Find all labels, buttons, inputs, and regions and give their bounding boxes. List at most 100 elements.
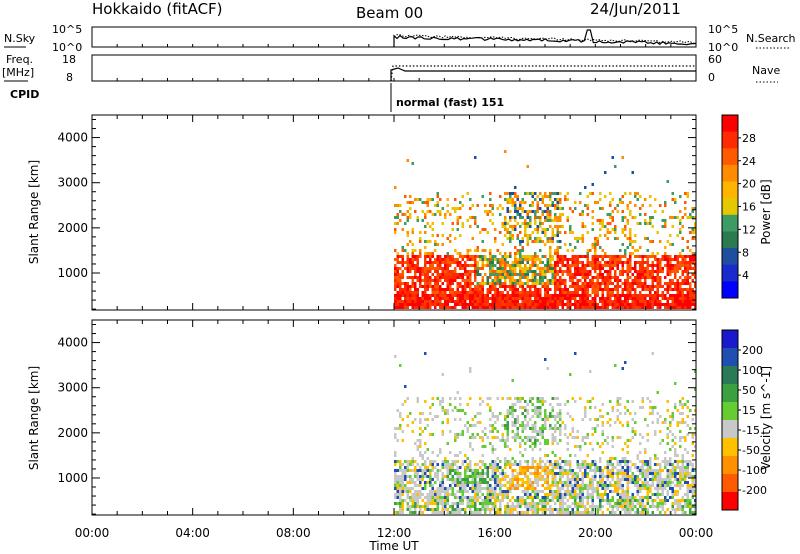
heatmap-cell xyxy=(464,472,467,475)
heatmap-cell xyxy=(606,478,609,481)
heatmap-cell xyxy=(406,303,409,306)
heatmap-cell xyxy=(456,300,459,303)
heatmap-cell xyxy=(436,472,439,475)
heatmap-cell xyxy=(401,472,404,475)
heatmap-cell xyxy=(509,285,512,288)
heatmap-cell xyxy=(666,258,669,261)
heatmap-cell xyxy=(509,300,512,303)
heatmap-cell xyxy=(551,439,554,442)
heatmap-cell xyxy=(646,487,649,490)
heatmap-cell xyxy=(641,475,644,478)
heatmap-cell xyxy=(559,490,562,493)
heatmap-cell xyxy=(469,207,472,210)
heatmap-cell xyxy=(591,279,594,282)
heatmap-cell xyxy=(636,502,639,505)
heatmap-cell xyxy=(456,466,459,469)
heatmap-cell xyxy=(404,222,407,225)
colorbar-swatch xyxy=(722,231,738,249)
heatmap-cell xyxy=(581,288,584,291)
heatmap-cell xyxy=(641,487,644,490)
heatmap-cell xyxy=(681,300,684,303)
heatmap-cell xyxy=(586,270,589,273)
heatmap-cell xyxy=(489,442,492,445)
heatmap-cell xyxy=(526,466,529,469)
heatmap-cell xyxy=(656,421,659,424)
heatmap-cell xyxy=(659,294,662,297)
heatmap-cell xyxy=(424,291,427,294)
heatmap-cell xyxy=(601,264,604,267)
heatmap-cell xyxy=(491,297,494,300)
heatmap-cell xyxy=(659,415,662,418)
heatmap-cell xyxy=(451,228,454,231)
heatmap-cell xyxy=(581,490,584,493)
heatmap-cell xyxy=(534,288,537,291)
heatmap-cell xyxy=(406,460,409,463)
heatmap-cell xyxy=(451,481,454,484)
heatmap-cell xyxy=(429,300,432,303)
heatmap-cell xyxy=(534,412,537,415)
heatmap-cell xyxy=(576,240,579,243)
heatmap-cell xyxy=(626,481,629,484)
heatmap-cell xyxy=(516,264,519,267)
heatmap-cell xyxy=(579,306,582,309)
heatmap-cell xyxy=(494,273,497,276)
heatmap-cell xyxy=(464,496,467,499)
heatmap-cell xyxy=(551,306,554,309)
heatmap-cell xyxy=(489,466,492,469)
heatmap-cell xyxy=(426,255,429,258)
heatmap-cell xyxy=(551,406,554,409)
heatmap-cell xyxy=(396,252,399,255)
heatmap-cell xyxy=(476,264,479,267)
heatmap-cell xyxy=(609,484,612,487)
heatmap-cell xyxy=(401,306,404,309)
heatmap-cell xyxy=(599,297,602,300)
heatmap-cell xyxy=(631,282,634,285)
heatmap-cell xyxy=(561,261,564,264)
heatmap-cell xyxy=(689,231,692,234)
heatmap-cell xyxy=(559,433,562,436)
heatmap-cell xyxy=(501,496,504,499)
heatmap-cell xyxy=(624,361,627,364)
heatmap-cell xyxy=(689,285,692,288)
heatmap-cell xyxy=(616,300,619,303)
heatmap-cell xyxy=(626,439,629,442)
heatmap-cell xyxy=(424,279,427,282)
heatmap-cell xyxy=(519,270,522,273)
heatmap-cell xyxy=(636,478,639,481)
heatmap-cell xyxy=(479,481,482,484)
heatmap-cell xyxy=(441,207,444,210)
heatmap-cell xyxy=(434,285,437,288)
heatmap-cell xyxy=(524,291,527,294)
heatmap-cell xyxy=(516,234,519,237)
heatmap-cell xyxy=(446,252,449,255)
heatmap-cell xyxy=(651,502,654,505)
heatmap-cell xyxy=(514,484,517,487)
heatmap-cell xyxy=(516,237,519,240)
heatmap-cell xyxy=(636,454,639,457)
heatmap-cell xyxy=(691,303,694,306)
heatmap-cell xyxy=(584,285,587,288)
heatmap-cell xyxy=(529,472,532,475)
heatmap-cell xyxy=(399,466,402,469)
heatmap-cell xyxy=(466,258,469,261)
heatmap-cell xyxy=(469,198,472,201)
heatmap-cell xyxy=(656,463,659,466)
heatmap-cell xyxy=(544,300,547,303)
heatmap-cell xyxy=(629,258,632,261)
heatmap-cell xyxy=(434,303,437,306)
heatmap-cell xyxy=(474,270,477,273)
heatmap-cell xyxy=(486,487,489,490)
heatmap-cell xyxy=(671,496,674,499)
heatmap-cell xyxy=(474,294,477,297)
heatmap-cell xyxy=(481,300,484,303)
heatmap-cell xyxy=(416,276,419,279)
heatmap-cell xyxy=(584,484,587,487)
heatmap-cell xyxy=(419,285,422,288)
heatmap-cell xyxy=(511,502,514,505)
heatmap-cell xyxy=(546,418,549,421)
heatmap-cell xyxy=(506,427,509,430)
heatmap-cell xyxy=(491,288,494,291)
heatmap-cell xyxy=(444,475,447,478)
heatmap-cell xyxy=(421,454,424,457)
heatmap-cell xyxy=(511,487,514,490)
